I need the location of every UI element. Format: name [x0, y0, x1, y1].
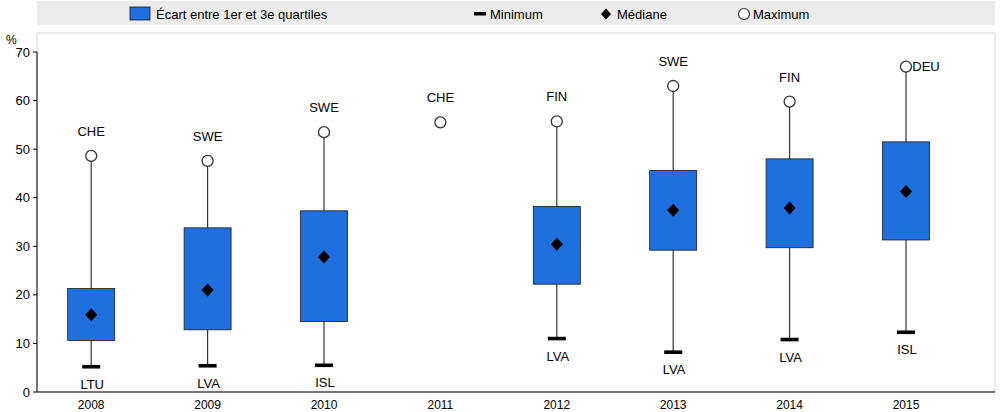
y-tick: [33, 52, 37, 53]
x-tick-label: 2009: [194, 398, 221, 412]
x-tick-label: 2012: [543, 398, 570, 412]
annotations: LTU CHE LVA SWE ISL SWE CHE LVA FIN LVA SWE LVA FIN I…: [77, 54, 939, 392]
median-marker: [85, 308, 97, 321]
quartile-box: [301, 211, 348, 322]
minimum-marker: [548, 337, 566, 341]
y-axis-line: [37, 52, 38, 392]
maximum-marker: [86, 150, 97, 161]
y-tick-label: 0: [23, 385, 30, 400]
maximum-marker: [202, 155, 213, 166]
x-tick-label: 2008: [78, 398, 105, 412]
median-marker: [202, 284, 214, 297]
maximum-marker: [784, 96, 795, 107]
legend-swatch: [474, 12, 486, 16]
y-tick-label: 60: [16, 93, 30, 108]
y-tick: [33, 246, 37, 247]
legend-background: [37, 1, 995, 25]
median-marker: [667, 204, 679, 217]
y-tick-label: 70: [16, 45, 30, 60]
y-tick: [33, 343, 37, 344]
y-tick: [33, 149, 37, 150]
y-tick: [33, 197, 37, 198]
legend-label: Médiane: [617, 7, 667, 22]
minimum-marker: [82, 365, 100, 369]
legend-swatch: [601, 9, 611, 20]
x-tick-label: 2013: [660, 398, 687, 412]
y-tick-label: 10: [16, 336, 30, 351]
y-tick: [33, 100, 37, 101]
minimum-label: LVA: [197, 376, 220, 391]
median-marker: [900, 185, 912, 198]
minimum-label: ISL: [315, 375, 335, 390]
quartile-box: [650, 171, 697, 251]
maximum-marker: [668, 81, 679, 92]
x-tick-label: 2011: [427, 398, 453, 412]
y-tick-label: 30: [16, 239, 30, 254]
marks: [68, 61, 930, 368]
y-tick-label: 50: [16, 142, 30, 157]
quartile-box: [883, 142, 930, 240]
median-marker: [784, 201, 796, 214]
legend-swatch: [739, 9, 750, 20]
y-tick: [33, 392, 37, 393]
x-tick-label: 2014: [776, 398, 803, 412]
y-tick-label: 40: [16, 190, 30, 205]
maximum-label: CHE: [427, 90, 455, 105]
minimum-label: LVA: [663, 362, 686, 377]
y-tick: [33, 294, 37, 295]
x-tick-label: 2010: [311, 398, 338, 412]
quartile-box: [184, 228, 231, 330]
y-tick-label: 20: [16, 287, 30, 302]
maximum-marker: [551, 116, 562, 127]
median-marker: [551, 238, 563, 251]
x-axis-line: [37, 392, 995, 393]
minimum-label: LTU: [80, 377, 104, 392]
maximum-marker: [435, 117, 446, 128]
minimum-label: LVA: [779, 350, 802, 365]
minimum-marker: [315, 363, 333, 367]
quartile-box: [68, 289, 115, 341]
minimum-marker: [664, 350, 682, 354]
maximum-label: DEU: [912, 59, 939, 74]
legend-swatch: [130, 7, 150, 20]
maximum-label: SWE: [193, 129, 223, 144]
minimum-label: LVA: [546, 349, 569, 364]
legend-label: Maximum: [753, 7, 809, 22]
x-tick-label: 2015: [893, 398, 920, 412]
maximum-marker: [319, 127, 330, 138]
maximum-label: SWE: [658, 54, 688, 69]
legend-label: Écart entre 1er et 3e quartiles: [156, 7, 328, 22]
legend: Écart entre 1er et 3e quartiles Minimum Mé…: [37, 1, 995, 25]
legend-label: Minimum: [490, 7, 543, 22]
maximum-label: FIN: [546, 89, 567, 104]
maximum-label: FIN: [779, 70, 800, 85]
maximum-label: CHE: [77, 124, 105, 139]
minimum-marker: [781, 338, 799, 342]
quartile-box: [533, 206, 580, 284]
quartile-box: [766, 159, 813, 248]
minimum-marker: [199, 364, 217, 368]
minimum-label: ISL: [897, 342, 917, 357]
minimum-marker: [897, 330, 915, 334]
median-marker: [318, 250, 330, 263]
chart: Écart entre 1er et 3e quartiles Minimum Mé…: [0, 0, 1000, 412]
maximum-label: SWE: [309, 100, 339, 115]
maximum-marker: [901, 61, 912, 72]
plot-frame: [37, 33, 995, 392]
